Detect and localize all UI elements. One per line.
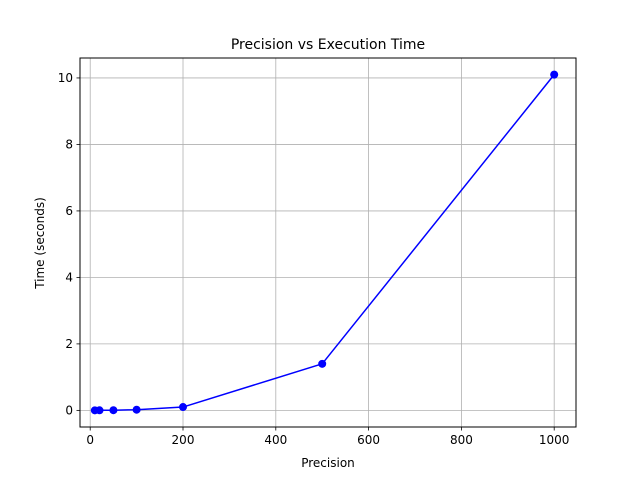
y-tick-label: 8 bbox=[65, 137, 73, 151]
plot-frame bbox=[79, 57, 577, 428]
series-line bbox=[94, 74, 555, 412]
data-point bbox=[550, 70, 559, 79]
x-tick-label: 0 bbox=[86, 433, 94, 447]
data-point bbox=[318, 359, 327, 368]
chart-title: Precision vs Execution Time bbox=[231, 37, 425, 53]
data-point bbox=[95, 406, 104, 415]
data-point bbox=[132, 405, 141, 414]
grid bbox=[80, 58, 576, 427]
x-tick-label: 1000 bbox=[539, 433, 570, 447]
x-tick-label: 200 bbox=[172, 433, 195, 447]
y-tick-label: 0 bbox=[65, 403, 73, 417]
y-axis-label: Time (seconds) bbox=[33, 197, 47, 290]
y-tick-label: 2 bbox=[65, 337, 73, 351]
series-layer bbox=[90, 70, 559, 415]
y-tick-label: 6 bbox=[65, 204, 73, 218]
data-point bbox=[109, 406, 118, 415]
y-tick-label: 10 bbox=[58, 71, 73, 85]
x-axis-label: Precision bbox=[301, 456, 355, 470]
x-tick-label: 800 bbox=[450, 433, 473, 447]
ticks: 0 200 400 600 800 1000 0 2 4 6 8 10 bbox=[58, 71, 570, 447]
x-tick-label: 600 bbox=[357, 433, 380, 447]
x-tick-label: 400 bbox=[264, 433, 287, 447]
data-point bbox=[179, 403, 188, 412]
y-tick-label: 4 bbox=[65, 270, 73, 284]
